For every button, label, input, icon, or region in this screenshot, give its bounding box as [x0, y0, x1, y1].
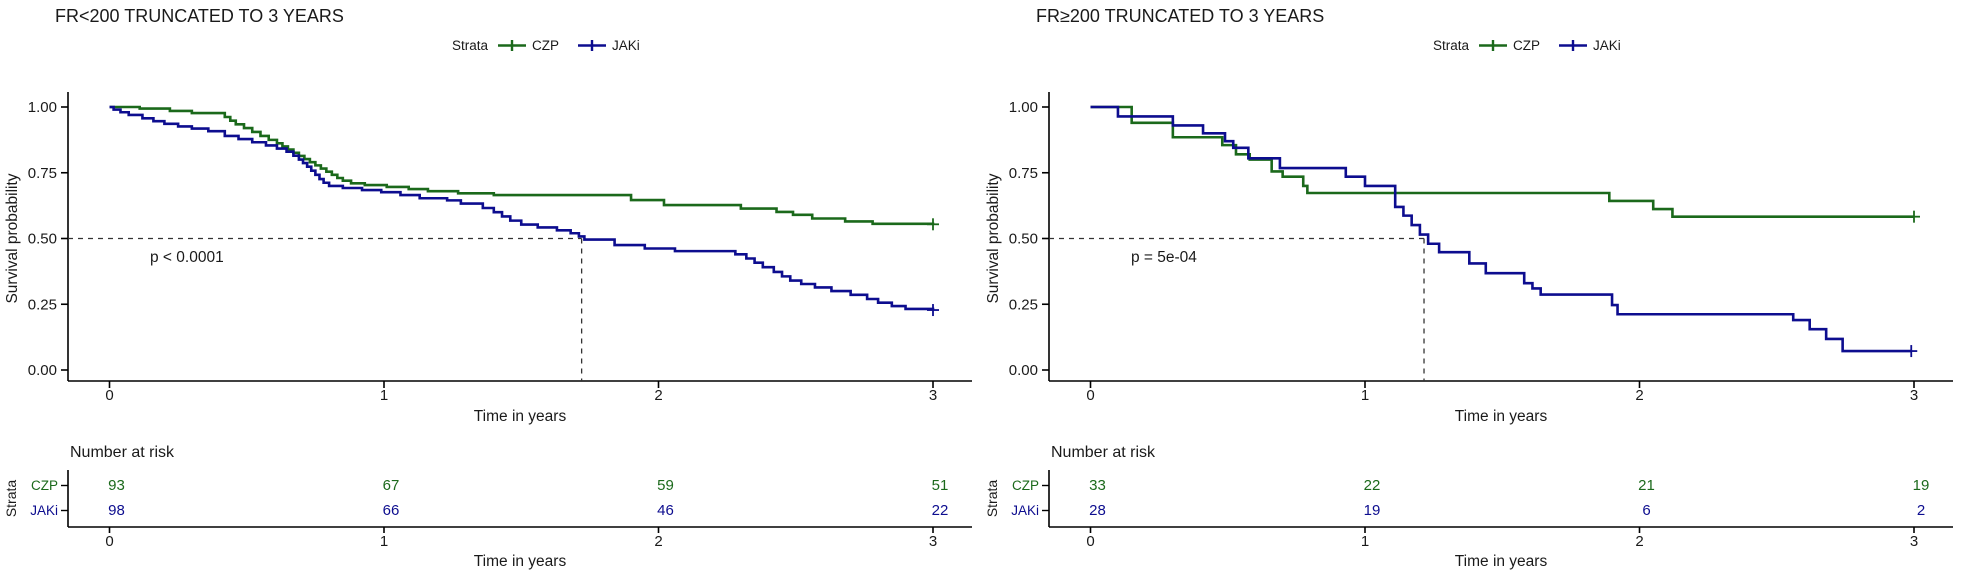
x-tick-label: 3: [1910, 387, 1918, 404]
legend-title: Strata: [452, 38, 489, 53]
x-tick-label: 0: [105, 387, 113, 404]
y-tick-label: 0.50: [1009, 231, 1038, 248]
x-tick-label: 1: [1361, 387, 1369, 404]
risk-table-title: Number at risk: [70, 444, 175, 461]
plot-title: FR≥200 TRUNCATED TO 3 YEARS: [1036, 6, 1324, 26]
risk-count-czp-t0: 33: [1089, 477, 1106, 494]
risk-count-jaki-t3: 2: [1917, 502, 1925, 519]
legend-item-label: CZP: [532, 38, 559, 53]
risk-count-jaki-t1: 66: [383, 502, 400, 519]
risk-count-jaki-t2: 46: [657, 502, 674, 519]
survival-curve-jaki: [109, 105, 935, 311]
risk-count-czp-t1: 67: [383, 477, 400, 494]
p-value-annotation: p = 5e-04: [1131, 249, 1197, 266]
y-tick-label: 0.50: [28, 231, 57, 248]
risk-table-x-axis-label: Time in years: [1455, 553, 1548, 570]
legend-item-czp: CZP: [498, 38, 559, 53]
x-axis-label: Time in years: [1455, 408, 1548, 425]
y-axis-label: Survival probability: [4, 173, 21, 303]
x-tick-label: 2: [1635, 387, 1643, 404]
legend: Strata CZP JAKi: [452, 38, 640, 53]
risk-table-x-tick-label: 1: [1361, 533, 1369, 550]
plot-title: FR<200 TRUNCATED TO 3 YEARS: [55, 6, 344, 26]
survival-curve-czp: [109, 105, 935, 226]
p-value-annotation: p < 0.0001: [150, 249, 224, 266]
risk-row-label-jaki: JAKi: [1011, 503, 1039, 518]
risk-count-jaki-t2: 6: [1642, 502, 1650, 519]
legend-item-label: CZP: [1513, 38, 1540, 53]
risk-table-x-tick-label: 3: [929, 533, 937, 550]
y-tick-label: 0.25: [28, 296, 57, 313]
x-tick-label: 3: [929, 387, 937, 404]
risk-table-x-tick-label: 2: [654, 533, 662, 550]
risk-table-x-tick-label: 1: [380, 533, 388, 550]
y-tick-label: 0.25: [1009, 296, 1038, 313]
risk-row-label-jaki: JAKi: [30, 503, 58, 518]
risk-table-x-tick-label: 0: [1086, 533, 1094, 550]
risk-count-czp-t2: 59: [657, 477, 674, 494]
legend-item-jaki: JAKi: [1559, 38, 1621, 53]
km-panel-right: FR≥200 TRUNCATED TO 3 YEARS Strata CZP JAKi…: [981, 0, 1962, 580]
survival-curve-czp: [1090, 105, 1914, 218]
y-tick-label: 0.00: [1009, 362, 1038, 379]
legend: Strata CZP JAKi: [1433, 38, 1621, 53]
risk-table-x-tick-label: 2: [1635, 533, 1643, 550]
legend-item-label: JAKi: [612, 38, 640, 53]
legend-item-jaki: JAKi: [578, 38, 640, 53]
x-axis-label: Time in years: [474, 408, 567, 425]
y-tick-label: 0.00: [28, 362, 57, 379]
legend-title: Strata: [1433, 38, 1470, 53]
y-tick-label: 0.75: [1009, 165, 1038, 182]
risk-count-czp-t1: 22: [1364, 477, 1381, 494]
km-plot-fr-lt-200: FR<200 TRUNCATED TO 3 YEARS Strata CZP JAKi…: [3, 6, 972, 570]
risk-row-label-czp: CZP: [31, 478, 58, 493]
risk-table-x-tick-label: 0: [105, 533, 113, 550]
risk-table-title: Number at risk: [1051, 444, 1156, 461]
risk-count-czp-t3: 51: [932, 477, 949, 494]
km-panel-left: FR<200 TRUNCATED TO 3 YEARS Strata CZP JAKi…: [3, 6, 972, 570]
x-tick-label: 1: [380, 387, 388, 404]
y-tick-label: 1.00: [28, 99, 57, 116]
risk-row-label-czp: CZP: [1012, 478, 1039, 493]
risk-count-jaki-t1: 19: [1364, 502, 1381, 519]
risk-count-jaki-t3: 22: [932, 502, 949, 519]
risk-count-czp-t2: 21: [1638, 477, 1655, 494]
x-tick-label: 2: [654, 387, 662, 404]
y-tick-label: 0.75: [28, 165, 57, 182]
risk-table-strata-axis-label: Strata: [984, 480, 1000, 518]
risk-count-czp-t3: 19: [1913, 477, 1930, 494]
risk-table-x-axis-label: Time in years: [474, 553, 567, 570]
y-tick-label: 1.00: [1009, 99, 1038, 116]
survival-curve-jaki: [1090, 105, 1912, 353]
risk-count-czp-t0: 93: [108, 477, 125, 494]
x-tick-label: 0: [1086, 387, 1094, 404]
risk-count-jaki-t0: 98: [108, 502, 125, 519]
legend-item-czp: CZP: [1479, 38, 1540, 53]
legend-item-label: JAKi: [1593, 38, 1621, 53]
risk-count-jaki-t0: 28: [1089, 502, 1106, 519]
risk-table-strata-axis-label: Strata: [3, 480, 19, 518]
km-plot-fr-ge-200: FR≥200 TRUNCATED TO 3 YEARS Strata CZP JAKi…: [984, 6, 1953, 570]
y-axis-label: Survival probability: [985, 173, 1002, 303]
risk-table-x-tick-label: 3: [1910, 533, 1918, 550]
